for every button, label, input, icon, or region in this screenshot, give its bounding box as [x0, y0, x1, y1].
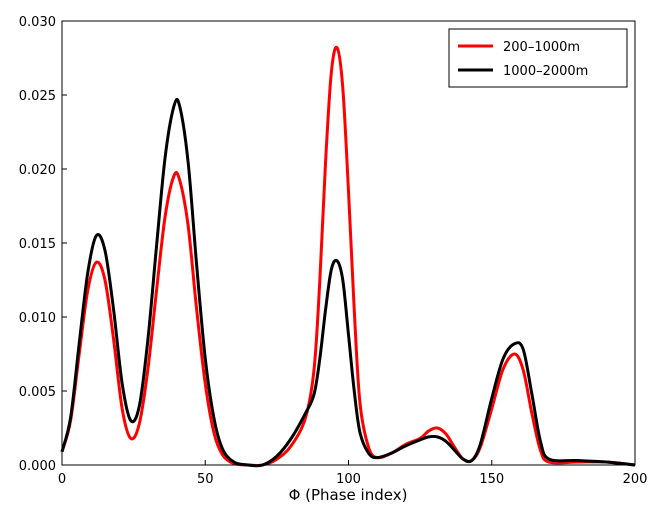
x-tick-label: 50 — [197, 472, 214, 487]
x-axis: 0 50 100 150 200 — [58, 460, 648, 487]
x-tick-label: 150 — [479, 472, 504, 487]
legend-label-0: 200–1000m — [503, 40, 580, 55]
y-tick-label: 0.030 — [19, 15, 56, 30]
x-tick-label: 100 — [336, 472, 361, 487]
legend-label-1: 1000–2000m — [503, 64, 588, 79]
y-tick-label: 0.015 — [19, 237, 56, 252]
series-line-1 — [60, 97, 636, 468]
y-tick-label: 0.025 — [19, 89, 56, 104]
plot-area — [62, 21, 635, 465]
y-axis: 0.000 0.005 0.010 0.015 0.020 0.025 0.03… — [19, 15, 67, 474]
y-tick-label: 0.010 — [19, 311, 56, 326]
y-tick-label: 0.000 — [19, 459, 56, 474]
series-layer — [60, 45, 636, 468]
x-tick-label: 200 — [623, 472, 648, 487]
legend: 200–1000m 1000–2000m — [448, 28, 628, 88]
x-tick-label: 0 — [58, 472, 66, 487]
legend-box — [448, 28, 628, 88]
x-axis-label: Φ (Phase index) — [289, 486, 408, 504]
y-tick-label: 0.020 — [19, 163, 56, 178]
y-tick-label: 0.005 — [19, 385, 56, 400]
